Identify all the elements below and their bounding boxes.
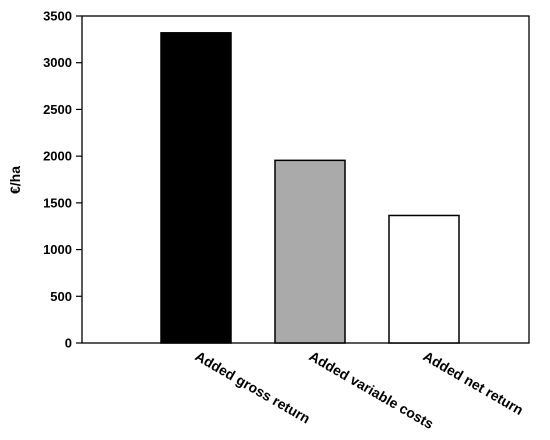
y-axis: 0 500 1000 1500 2000 2500 3000 3500 [43,9,82,351]
y-tick-label: 500 [50,289,72,304]
x-category-label: Added variable costs [307,348,437,432]
bar [160,32,232,344]
y-tick-label: 3000 [43,55,72,70]
y-tick-label: 0 [65,336,72,351]
x-category-label: Added gross return [193,348,314,427]
y-tick-label: 1500 [43,195,72,210]
y-axis-title: €/ha [7,166,23,194]
y-tick-label: 2000 [43,149,72,164]
bar [274,159,346,344]
bars [160,32,460,344]
x-category-label: Added net return [421,348,527,418]
y-tick-label: 2500 [43,102,72,117]
y-tick-label: 1000 [43,242,72,257]
bar [388,214,460,344]
y-tick-label: 3500 [43,9,72,24]
